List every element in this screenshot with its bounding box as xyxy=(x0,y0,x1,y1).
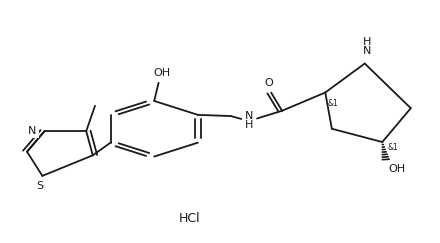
Text: HCl: HCl xyxy=(179,212,200,225)
Text: &1: &1 xyxy=(327,99,338,108)
Text: N
H: N H xyxy=(245,111,253,130)
Text: H
N: H N xyxy=(363,37,371,56)
Text: S: S xyxy=(37,181,44,191)
Text: N: N xyxy=(28,126,37,136)
Text: OH: OH xyxy=(154,69,171,78)
Text: OH: OH xyxy=(388,164,405,174)
Text: O: O xyxy=(264,78,273,88)
Text: &1: &1 xyxy=(388,143,398,152)
